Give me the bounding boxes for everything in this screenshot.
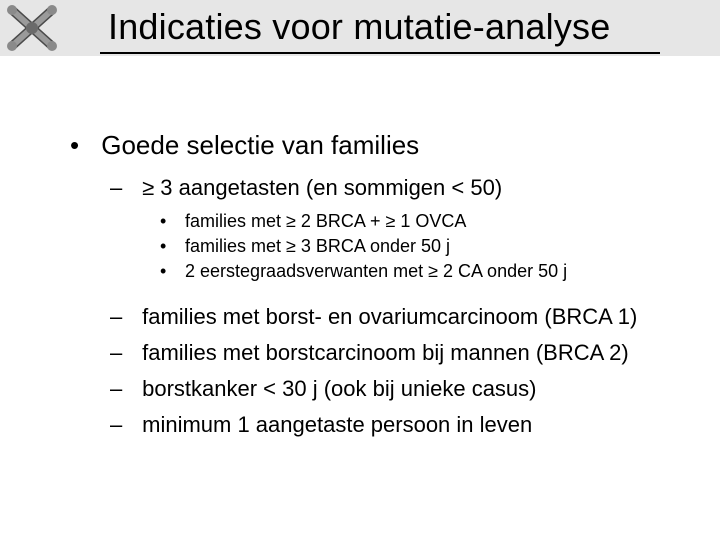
bullet-lvl2-text: families met borstcarcinoom bij mannen (… (142, 340, 629, 365)
bullet-lvl2: families met borst- en ovariumcarcinoom … (110, 304, 670, 330)
bullet-lvl3: families met ≥ 2 BRCA + ≥ 1 OVCA (160, 211, 670, 232)
bullet-lvl2-text: ≥ 3 aangetasten (en sommigen < 50) (142, 175, 502, 200)
bullet-lvl2-text: families met borst- en ovariumcarcinoom … (142, 304, 637, 329)
bullet-lvl1: Goede selectie van families (70, 130, 670, 161)
bullet-lvl2: borstkanker < 30 j (ook bij unieke casus… (110, 376, 670, 402)
chromosome-logo-icon (4, 2, 62, 54)
title-underline (100, 52, 660, 54)
bullet-lvl2: minimum 1 aangetaste persoon in leven (110, 412, 670, 438)
slide-title: Indicaties voor mutatie-analyse (108, 6, 610, 48)
bullet-lvl3-text: families met ≥ 2 BRCA + ≥ 1 OVCA (185, 211, 466, 231)
bullet-lvl3: families met ≥ 3 BRCA onder 50 j (160, 236, 670, 257)
bullet-lvl3-text: 2 eerstegraadsverwanten met ≥ 2 CA onder… (185, 261, 567, 281)
bullet-lvl3-text: families met ≥ 3 BRCA onder 50 j (185, 236, 450, 256)
bullet-lvl2: ≥ 3 aangetasten (en sommigen < 50) (110, 175, 670, 201)
bullet-lvl3: 2 eerstegraadsverwanten met ≥ 2 CA onder… (160, 261, 670, 282)
bullet-lvl2-text: borstkanker < 30 j (ook bij unieke casus… (142, 376, 536, 401)
slide-content: Goede selectie van families ≥ 3 aangetas… (70, 130, 670, 448)
bullet-lvl2: families met borstcarcinoom bij mannen (… (110, 340, 670, 366)
bullet-lvl2-text: minimum 1 aangetaste persoon in leven (142, 412, 532, 437)
bullet-lvl1-text: Goede selectie van families (101, 130, 419, 160)
